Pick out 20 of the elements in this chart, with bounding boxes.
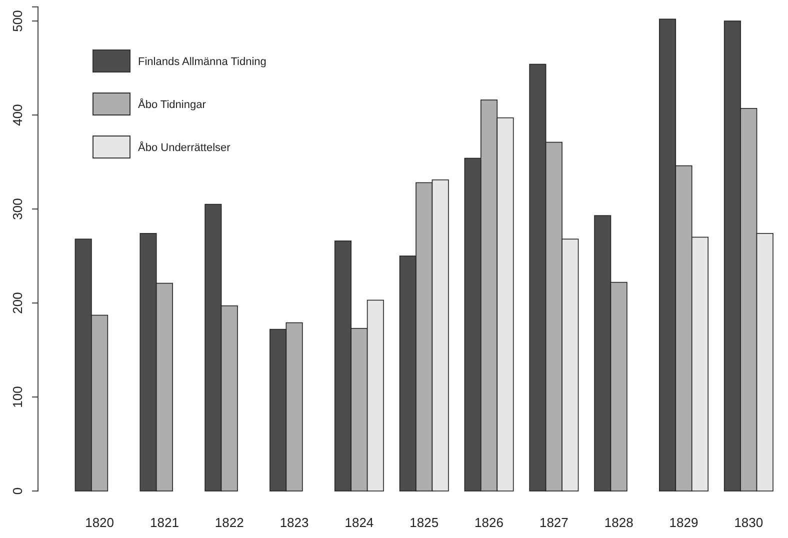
x-tick-label: 1825 [410,515,439,530]
y-tick-label: 500 [10,10,25,32]
y-tick-label: 0 [10,487,25,495]
x-tick-label: 1829 [669,515,698,530]
y-tick-label: 100 [10,386,25,408]
x-tick-label: 1824 [344,515,374,530]
x-tick-label: 1830 [734,515,764,530]
x-tick-label: 1828 [604,515,634,530]
x-tick-label: 1822 [214,515,244,530]
y-tick-label: 400 [10,104,25,126]
y-tick-label: 200 [10,292,25,314]
x-tick-label: 1823 [280,515,309,530]
legend-label: Finlands Allmänna Tidning [138,56,266,68]
legend-label: Åbo Underrättelser [138,141,231,154]
x-tick-label: 1821 [150,515,179,530]
x-tick-label: 1826 [474,515,504,530]
legend-label: Åbo Tidningar [138,98,206,111]
x-tick-label: 1820 [85,515,114,530]
y-tick-label: 300 [10,198,25,220]
x-tick-label: 1827 [539,515,568,530]
